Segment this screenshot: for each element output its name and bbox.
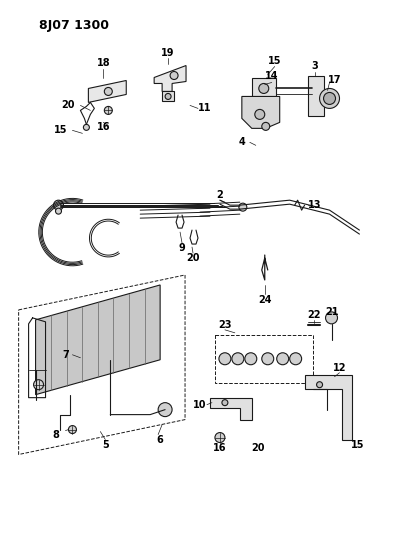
Circle shape: [104, 107, 112, 115]
Text: 2: 2: [217, 190, 223, 200]
Circle shape: [104, 87, 112, 95]
Circle shape: [170, 71, 178, 79]
Circle shape: [323, 92, 336, 104]
Circle shape: [232, 353, 244, 365]
Text: 19: 19: [162, 47, 175, 58]
Text: 18: 18: [97, 58, 110, 68]
Circle shape: [56, 208, 61, 214]
Text: 22: 22: [307, 310, 320, 320]
Polygon shape: [308, 77, 323, 116]
Circle shape: [84, 124, 89, 131]
Circle shape: [277, 353, 289, 365]
Circle shape: [245, 353, 257, 365]
Circle shape: [290, 353, 302, 365]
Text: 8: 8: [52, 430, 59, 440]
Text: 21: 21: [325, 307, 338, 317]
Circle shape: [158, 402, 172, 417]
Text: 12: 12: [333, 363, 346, 373]
Circle shape: [262, 123, 270, 131]
Circle shape: [33, 379, 44, 390]
Polygon shape: [305, 375, 353, 440]
Text: 5: 5: [102, 440, 109, 449]
Text: 16: 16: [97, 123, 110, 132]
Text: 10: 10: [193, 400, 207, 410]
Circle shape: [259, 84, 269, 93]
Text: 20: 20: [251, 442, 264, 453]
Circle shape: [69, 425, 76, 433]
Circle shape: [320, 88, 340, 108]
Polygon shape: [154, 66, 186, 92]
Text: 15: 15: [54, 125, 67, 135]
Text: 6: 6: [157, 434, 164, 445]
Text: 24: 24: [258, 295, 271, 305]
Circle shape: [219, 353, 231, 365]
Polygon shape: [88, 80, 126, 102]
Circle shape: [255, 109, 265, 119]
Circle shape: [325, 312, 338, 324]
Polygon shape: [35, 285, 160, 394]
Text: 20: 20: [62, 100, 75, 110]
Polygon shape: [242, 96, 280, 128]
Circle shape: [316, 382, 323, 387]
Text: 15: 15: [351, 440, 364, 449]
Text: 8J07 1300: 8J07 1300: [39, 19, 109, 31]
Text: 14: 14: [265, 71, 279, 82]
Circle shape: [165, 93, 171, 100]
Polygon shape: [252, 78, 276, 99]
Text: 3: 3: [311, 61, 318, 70]
Text: 17: 17: [328, 76, 341, 85]
Circle shape: [262, 353, 274, 365]
Bar: [215, 335, 312, 383]
Circle shape: [215, 433, 225, 442]
Text: 9: 9: [178, 243, 186, 253]
Circle shape: [239, 203, 247, 211]
Circle shape: [222, 400, 228, 406]
Text: 7: 7: [62, 350, 69, 360]
Text: 16: 16: [213, 442, 227, 453]
Polygon shape: [162, 92, 174, 101]
Text: 15: 15: [268, 55, 281, 66]
Text: 23: 23: [218, 320, 232, 330]
Circle shape: [54, 200, 63, 210]
Polygon shape: [210, 398, 252, 419]
Text: 4: 4: [238, 138, 245, 147]
Text: 11: 11: [198, 103, 212, 114]
Text: 13: 13: [308, 200, 322, 210]
Text: 20: 20: [186, 253, 200, 263]
